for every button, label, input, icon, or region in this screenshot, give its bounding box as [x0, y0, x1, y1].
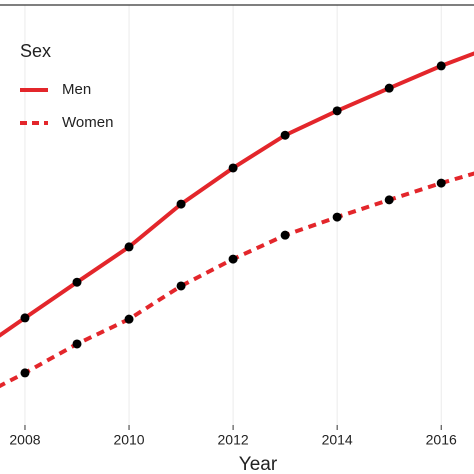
- grid: [24, 5, 442, 425]
- legend-label: Men: [62, 81, 91, 98]
- data-point: [176, 199, 186, 209]
- x-tick-label: 2016: [426, 432, 457, 448]
- data-point: [124, 314, 134, 324]
- legend: Sex: [20, 41, 51, 61]
- legend-label: Women: [62, 114, 113, 131]
- data-point: [124, 242, 134, 252]
- plot-area: [0, 51, 474, 389]
- data-point: [20, 368, 30, 378]
- data-point: [176, 281, 186, 291]
- data-point: [332, 212, 342, 222]
- data-point: [384, 83, 394, 93]
- x-tick-label: 2014: [322, 432, 353, 448]
- x-tick-label: 2010: [113, 432, 144, 448]
- data-point: [72, 339, 82, 349]
- data-point: [228, 163, 238, 173]
- data-point: [228, 254, 238, 264]
- data-point: [332, 106, 342, 116]
- data-point: [436, 178, 446, 188]
- data-point: [384, 195, 394, 205]
- x-tick-label: 2008: [9, 432, 40, 448]
- data-point: [20, 313, 30, 323]
- data-point: [280, 130, 290, 140]
- legend-title: Sex: [20, 41, 51, 61]
- x-axis-label: Year: [239, 454, 278, 474]
- data-point: [280, 230, 290, 240]
- x-tick-label: 2012: [218, 432, 249, 448]
- data-point: [436, 61, 446, 71]
- data-point: [72, 277, 82, 287]
